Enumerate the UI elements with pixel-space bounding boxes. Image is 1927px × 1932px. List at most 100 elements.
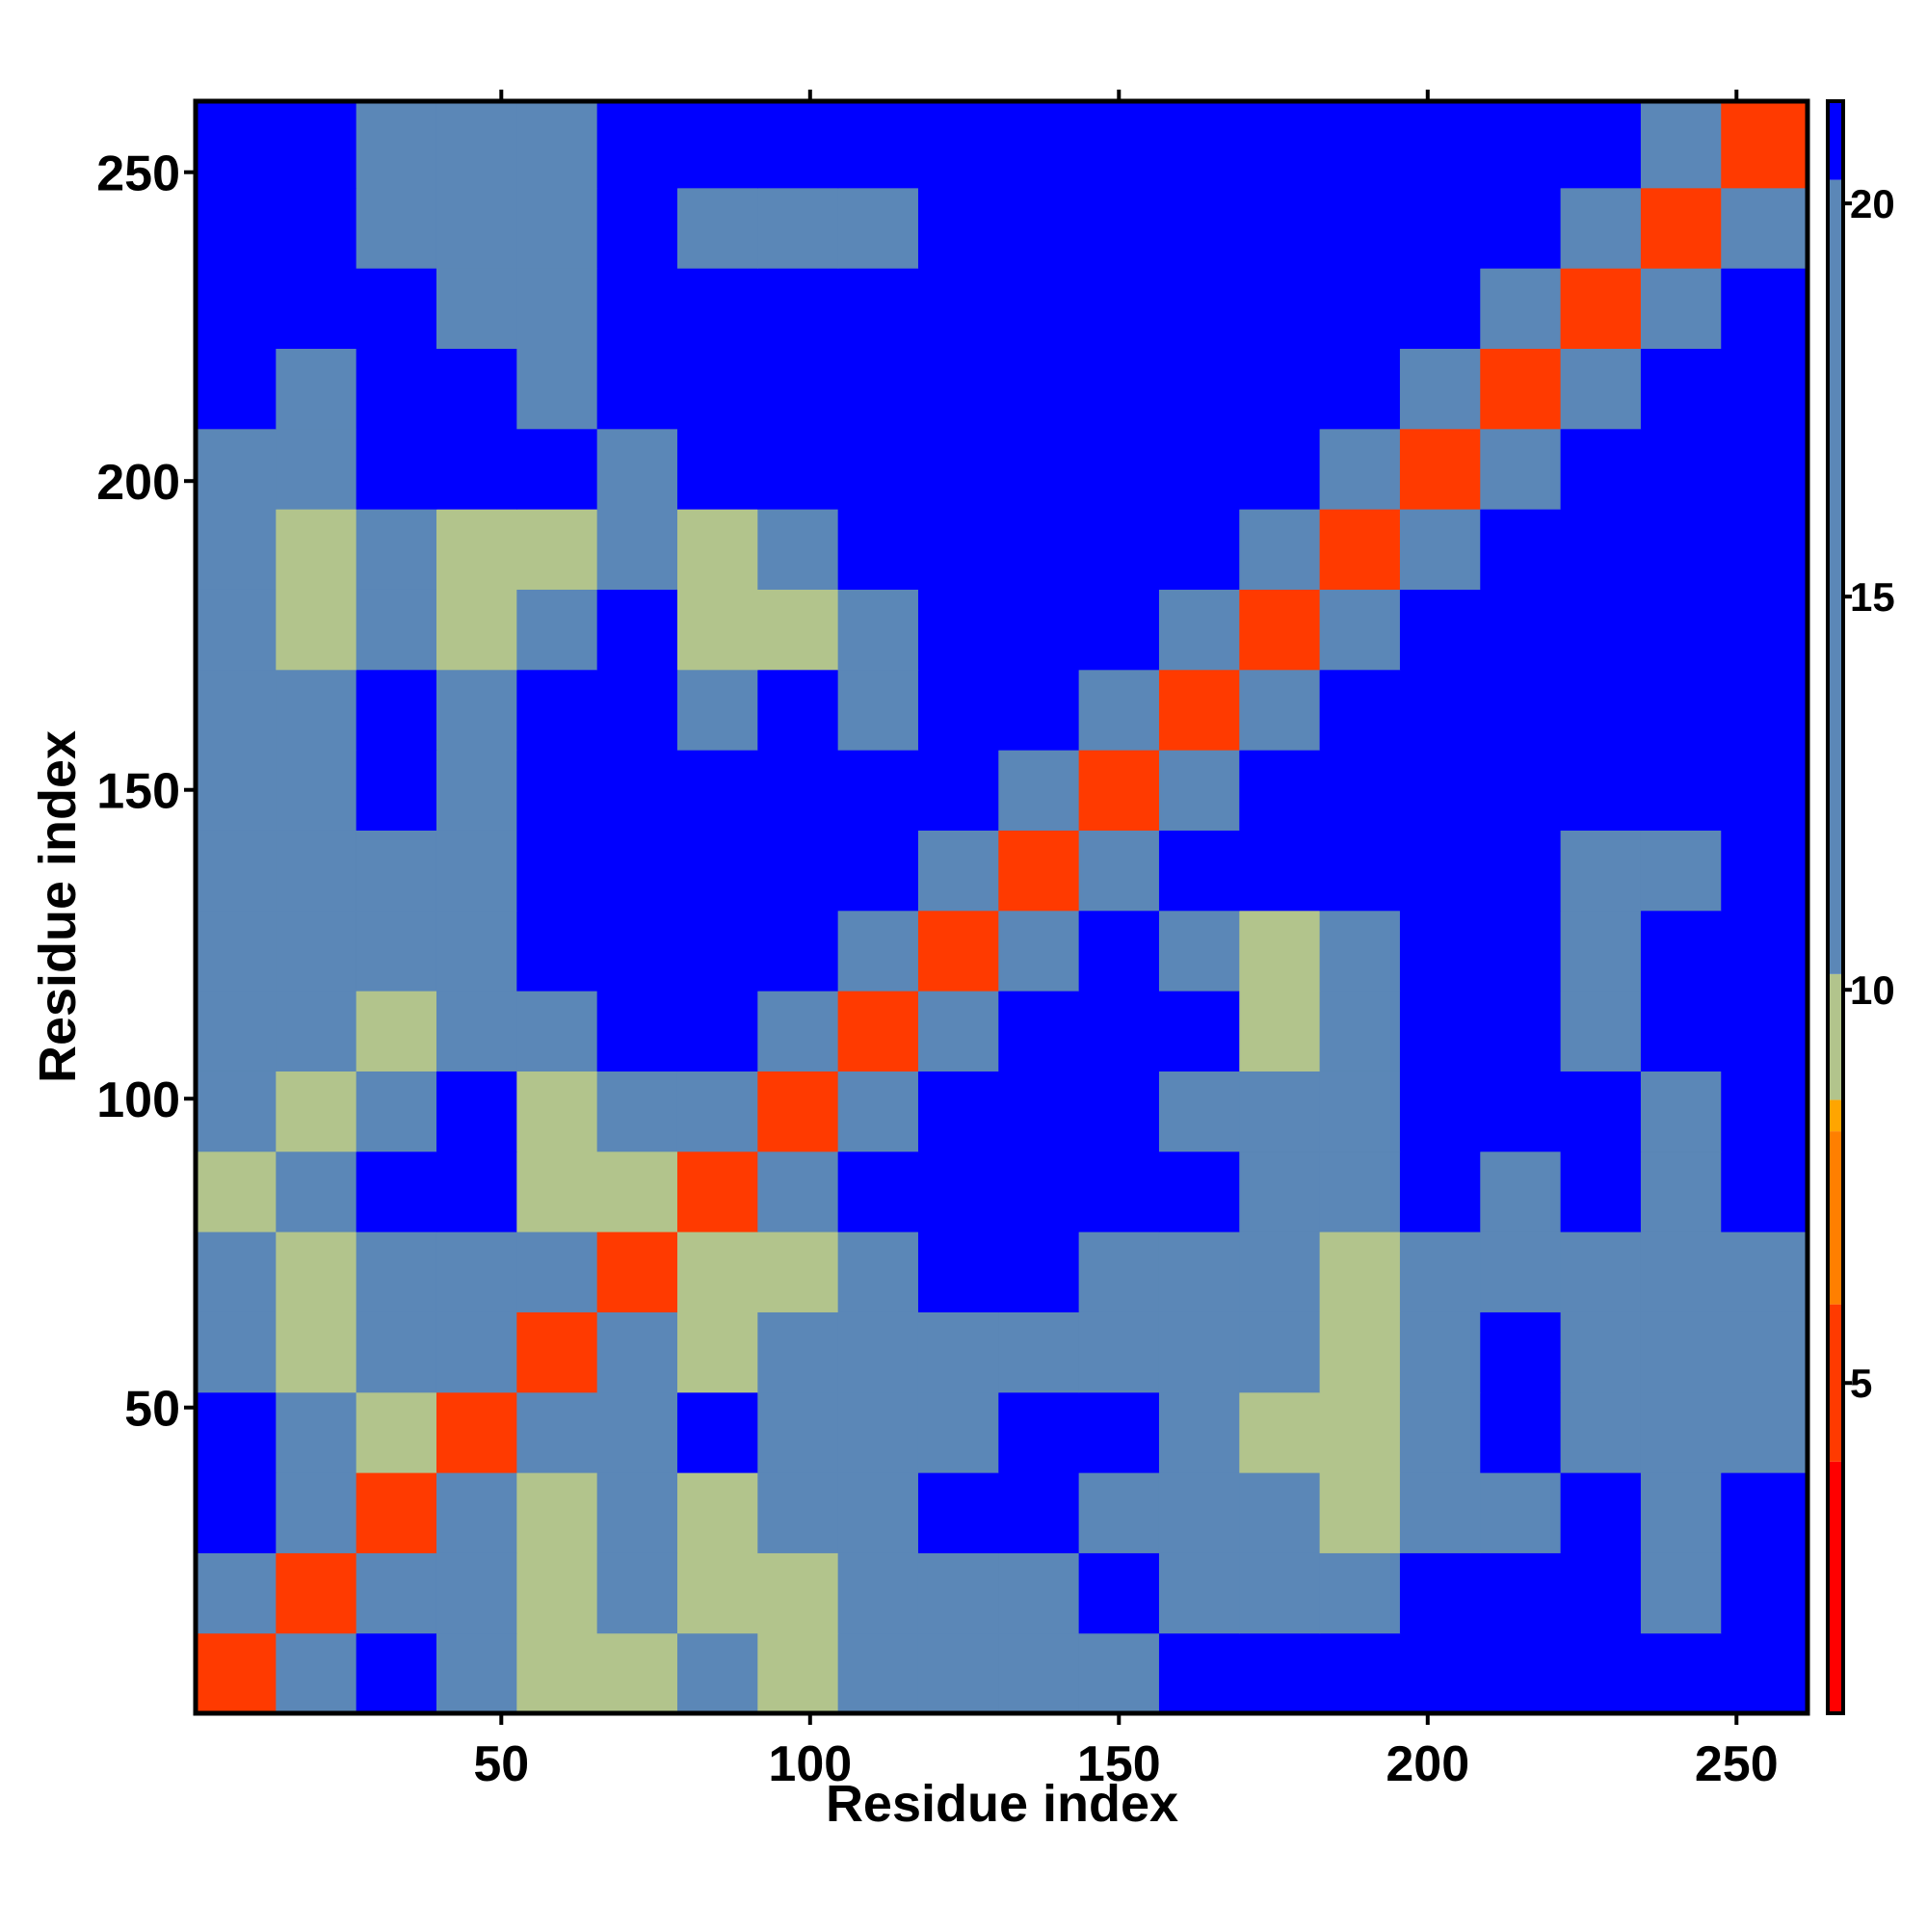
heatmap-cell bbox=[436, 101, 517, 189]
heatmap-cell bbox=[1721, 750, 1808, 831]
heatmap-cell bbox=[1319, 1552, 1401, 1634]
y-tick-label: 200 bbox=[96, 455, 180, 511]
heatmap-cell bbox=[1480, 1311, 1562, 1393]
heatmap-cell bbox=[596, 1391, 678, 1473]
heatmap-cell bbox=[676, 1071, 758, 1152]
heatmap-cell bbox=[436, 268, 517, 349]
heatmap-cell bbox=[837, 1151, 919, 1232]
x-tick-label: 50 bbox=[473, 1736, 529, 1792]
heatmap-cell bbox=[1158, 428, 1240, 510]
heatmap-cell bbox=[1721, 101, 1808, 189]
heatmap-cell bbox=[998, 750, 1080, 831]
heatmap-cell bbox=[676, 1632, 758, 1714]
heatmap-cell bbox=[998, 348, 1080, 430]
heatmap-cell bbox=[1721, 589, 1808, 671]
heatmap-cell bbox=[676, 348, 758, 430]
heatmap-cell bbox=[1399, 1151, 1481, 1232]
heatmap-cell bbox=[1721, 187, 1808, 269]
heatmap-cell bbox=[917, 187, 999, 269]
heatmap-cell bbox=[516, 268, 598, 349]
heatmap-cell bbox=[356, 1391, 437, 1473]
heatmap-cell bbox=[917, 1231, 999, 1312]
heatmap-cell bbox=[1721, 509, 1808, 590]
heatmap-cell bbox=[596, 991, 678, 1072]
heatmap-cell bbox=[596, 428, 678, 510]
heatmap-cell bbox=[917, 1472, 999, 1553]
heatmap-cell bbox=[276, 1151, 357, 1232]
heatmap-cell bbox=[757, 830, 839, 912]
heatmap-cell bbox=[276, 750, 357, 831]
heatmap-cell bbox=[516, 348, 598, 430]
heatmap-cell bbox=[196, 669, 277, 751]
heatmap-cell bbox=[837, 348, 919, 430]
colorbar-segment bbox=[1828, 101, 1843, 180]
heatmap-cell bbox=[998, 830, 1080, 912]
heatmap-cell bbox=[1158, 669, 1240, 751]
heatmap-cell bbox=[1480, 589, 1562, 671]
heatmap-cell bbox=[837, 101, 919, 189]
heatmap-cell bbox=[1239, 1552, 1321, 1634]
heatmap-cell bbox=[1640, 991, 1722, 1072]
y-tick-label: 150 bbox=[96, 764, 180, 820]
heatmap-cell bbox=[436, 1552, 517, 1634]
heatmap-cell bbox=[1640, 509, 1722, 590]
heatmap-cell bbox=[837, 991, 919, 1072]
heatmap-cell bbox=[998, 187, 1080, 269]
heatmap-cell bbox=[1480, 1071, 1562, 1152]
heatmap-cell bbox=[1239, 348, 1321, 430]
heatmap-cell bbox=[1480, 910, 1562, 992]
heatmap-cell bbox=[1480, 101, 1562, 189]
heatmap-cell bbox=[837, 268, 919, 349]
y-tick-label: 50 bbox=[124, 1382, 180, 1438]
heatmap-cell bbox=[1480, 428, 1562, 510]
heatmap-cell bbox=[1319, 910, 1401, 992]
heatmap-cell bbox=[676, 101, 758, 189]
heatmap-cell bbox=[1158, 1472, 1240, 1553]
heatmap-cell bbox=[757, 1552, 839, 1634]
heatmap-cell bbox=[1560, 1552, 1642, 1634]
heatmap-cell bbox=[1640, 268, 1722, 349]
heatmap-cell bbox=[998, 101, 1080, 189]
heatmap-cell bbox=[516, 1472, 598, 1553]
heatmap-cell bbox=[1319, 1632, 1401, 1714]
heatmap-cell bbox=[757, 910, 839, 992]
heatmap-cell bbox=[1560, 1151, 1642, 1232]
heatmap-cell bbox=[276, 589, 357, 671]
heatmap-cell bbox=[356, 589, 437, 671]
heatmap-cell bbox=[356, 1311, 437, 1393]
heatmap-cell bbox=[1239, 750, 1321, 831]
heatmap-cell bbox=[516, 1071, 598, 1152]
heatmap-cell bbox=[1078, 1151, 1160, 1232]
heatmap-cell bbox=[1078, 1391, 1160, 1473]
heatmap-cell bbox=[196, 910, 277, 992]
heatmap-cell bbox=[1640, 101, 1722, 189]
heatmap-cell bbox=[1560, 1472, 1642, 1553]
heatmap-cell bbox=[1158, 1552, 1240, 1634]
heatmap-cell bbox=[436, 509, 517, 590]
heatmap-cell bbox=[436, 428, 517, 510]
heatmap-cell bbox=[1560, 348, 1642, 430]
colorbar-segment bbox=[1828, 1131, 1843, 1305]
heatmap-cell bbox=[276, 187, 357, 269]
heatmap-cell bbox=[596, 101, 678, 189]
heatmap-cell bbox=[676, 1552, 758, 1634]
heatmap-cell bbox=[676, 589, 758, 671]
heatmap-cell bbox=[837, 1632, 919, 1714]
heatmap-cell bbox=[837, 509, 919, 590]
heatmap-cell bbox=[917, 1151, 999, 1232]
heatmap-cell bbox=[998, 1552, 1080, 1634]
heatmap-cell bbox=[196, 428, 277, 510]
heatmap-cell bbox=[1239, 830, 1321, 912]
heatmap-cell bbox=[1480, 750, 1562, 831]
heatmap-cell bbox=[1560, 101, 1642, 189]
heatmap-cell bbox=[1399, 348, 1481, 430]
heatmap-cell bbox=[516, 101, 598, 189]
heatmap-cell bbox=[276, 1071, 357, 1152]
heatmap-cell bbox=[1239, 1071, 1321, 1152]
heatmap-cell bbox=[676, 428, 758, 510]
heatmap-cell bbox=[596, 669, 678, 751]
heatmap-cell bbox=[436, 589, 517, 671]
heatmap-cell bbox=[516, 669, 598, 751]
heatmap-cell bbox=[596, 830, 678, 912]
heatmap-cell bbox=[1399, 1231, 1481, 1312]
